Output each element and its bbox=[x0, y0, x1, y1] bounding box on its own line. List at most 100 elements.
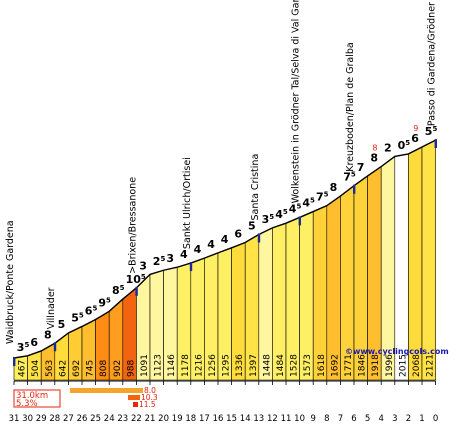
altitude-label: 1295 bbox=[222, 354, 232, 377]
place-label: Passo di Gardena/Grödner Joch bbox=[427, 0, 438, 126]
max-grade-label: 9 bbox=[413, 124, 418, 133]
grade-label: 2 bbox=[384, 141, 392, 154]
axis-tick-label: 18 bbox=[185, 414, 196, 424]
altitude-label: 1484 bbox=[276, 354, 286, 377]
axis-tick-label: 6 bbox=[351, 414, 356, 424]
altitude-label: 2015 bbox=[398, 354, 408, 377]
axis-tick-label: 24 bbox=[104, 414, 115, 424]
axis-tick-label: 10 bbox=[294, 414, 305, 424]
altitude-label: 1216 bbox=[194, 354, 204, 377]
grade-label: 7 bbox=[357, 161, 365, 174]
altitude-label: 1256 bbox=[208, 354, 218, 377]
legend-value-2: 10.3 bbox=[141, 393, 158, 402]
grade-label: 8 bbox=[330, 181, 338, 194]
place-marker bbox=[13, 357, 16, 366]
place-marker bbox=[257, 233, 261, 243]
grade-label: 45 bbox=[289, 202, 302, 215]
place-label: Villnader bbox=[46, 287, 57, 329]
summary-avg-grade: 5.3% bbox=[16, 399, 38, 409]
axis-tick-label: 14 bbox=[240, 414, 251, 424]
place-label: Waidbruck/Ponte Gardena bbox=[5, 220, 16, 344]
grade-label: 35 bbox=[262, 213, 275, 226]
axis-tick-label: 27 bbox=[63, 414, 74, 424]
altitude-label: 1146 bbox=[167, 354, 177, 377]
altitude-label: 1573 bbox=[303, 354, 313, 377]
altitude-label: 692 bbox=[72, 360, 82, 377]
axis-tick-label: 3 bbox=[392, 414, 397, 424]
place-label: Kreuzboden/Plan de Gralba bbox=[345, 42, 356, 171]
grade-label: 55 bbox=[71, 311, 84, 324]
axis-tick-label: 11 bbox=[281, 414, 292, 424]
grade-label: 05 bbox=[398, 139, 411, 152]
altitude-label: 642 bbox=[58, 360, 68, 377]
summary-distance: 31.0km bbox=[16, 391, 48, 401]
altitude-label: 1091 bbox=[140, 354, 150, 377]
axis-tick-label: 22 bbox=[131, 414, 142, 424]
axis-tick-label: 25 bbox=[90, 414, 101, 424]
place-label: >Brixen/Bressanone bbox=[127, 177, 138, 274]
axis-tick-label: 28 bbox=[49, 414, 60, 424]
altitude-label: 1397 bbox=[249, 354, 259, 377]
axis-tick-label: 13 bbox=[253, 414, 264, 424]
grade-label: 65 bbox=[85, 305, 98, 318]
profile-segment bbox=[312, 205, 328, 381]
profile-segment bbox=[421, 139, 436, 381]
axis-tick-label: 15 bbox=[226, 414, 237, 424]
altitude-label: 2068 bbox=[412, 354, 422, 377]
altitude-label: 1692 bbox=[330, 354, 340, 377]
altitude-label: 1618 bbox=[317, 354, 327, 377]
place-label: Wolkenstein in Grödner Tal/Selva di Val … bbox=[291, 0, 302, 203]
altitude-label: 745 bbox=[86, 360, 96, 377]
altitude-label: 988 bbox=[126, 360, 136, 377]
altitude-label: 2121 bbox=[426, 354, 436, 377]
grade-label: 8 bbox=[44, 328, 52, 341]
profile-line bbox=[13, 139, 436, 359]
axis-tick-label: 0 bbox=[433, 414, 438, 424]
altitude-label: 467 bbox=[18, 360, 28, 377]
grade-label: 25 bbox=[153, 255, 166, 268]
grade-label: 55 bbox=[425, 125, 438, 138]
altitude-label: 1448 bbox=[262, 354, 272, 377]
altitude-label: 1918 bbox=[371, 354, 381, 377]
grade-label: 85 bbox=[112, 284, 125, 297]
altitude-label: 902 bbox=[113, 360, 123, 377]
grade-label: 75 bbox=[343, 171, 356, 184]
altitude-label: 1178 bbox=[181, 354, 191, 377]
profile-segments bbox=[13, 139, 436, 381]
axis-tick-label: 9 bbox=[310, 414, 315, 424]
place-label: Sankt Ulrich/Ortisei bbox=[182, 157, 193, 249]
axis-tick-label: 2 bbox=[406, 414, 411, 424]
km-axis: 31 30 29 28 27 26 25 24 23 22 21 20 19 18 17 16 15 14 13 12… bbox=[9, 380, 438, 424]
altitude-label: 1996 bbox=[385, 354, 395, 377]
grade-label: 95 bbox=[98, 296, 111, 309]
axis-tick-label: 29 bbox=[36, 414, 47, 424]
axis-tick-label: 23 bbox=[117, 414, 128, 424]
place-label: Santa Cristina bbox=[250, 154, 261, 221]
grade-label: 4 bbox=[221, 233, 229, 246]
place-marker bbox=[53, 342, 57, 352]
legend-value-1: 8.0 bbox=[144, 386, 156, 395]
grade-label: 6 bbox=[234, 227, 242, 240]
grade-label: 75 bbox=[316, 191, 329, 204]
axis-tick-label: 21 bbox=[145, 414, 156, 424]
axis-tick-label: 12 bbox=[267, 414, 278, 424]
grade-label: 4 bbox=[180, 248, 188, 261]
axis-tick-label: 1 bbox=[419, 414, 424, 424]
grade-label: 5 bbox=[58, 318, 66, 331]
grade-label: 35 bbox=[17, 341, 30, 354]
altitude-labels: 467 504 563 642 692 745 808 902 988 1091 1123 1146 1… bbox=[18, 354, 436, 377]
grade-label: 3 bbox=[166, 252, 174, 265]
axis-tick-label: 26 bbox=[77, 414, 88, 424]
profile-segment bbox=[326, 195, 341, 381]
summary-box: 31.0km 5.3% bbox=[13, 389, 61, 409]
grade-label: 3 bbox=[139, 259, 147, 272]
legend-bar-1 bbox=[70, 388, 130, 393]
grade-label: 6 bbox=[30, 336, 38, 349]
altitude-label: 1123 bbox=[154, 354, 164, 377]
grade-label: 4 bbox=[207, 238, 215, 251]
grade-label: 45 bbox=[302, 197, 315, 210]
altitude-label: 1528 bbox=[290, 354, 300, 377]
altitude-label: 504 bbox=[31, 360, 41, 377]
grade-legend: 8.0 10.3 11.5 bbox=[70, 386, 158, 409]
